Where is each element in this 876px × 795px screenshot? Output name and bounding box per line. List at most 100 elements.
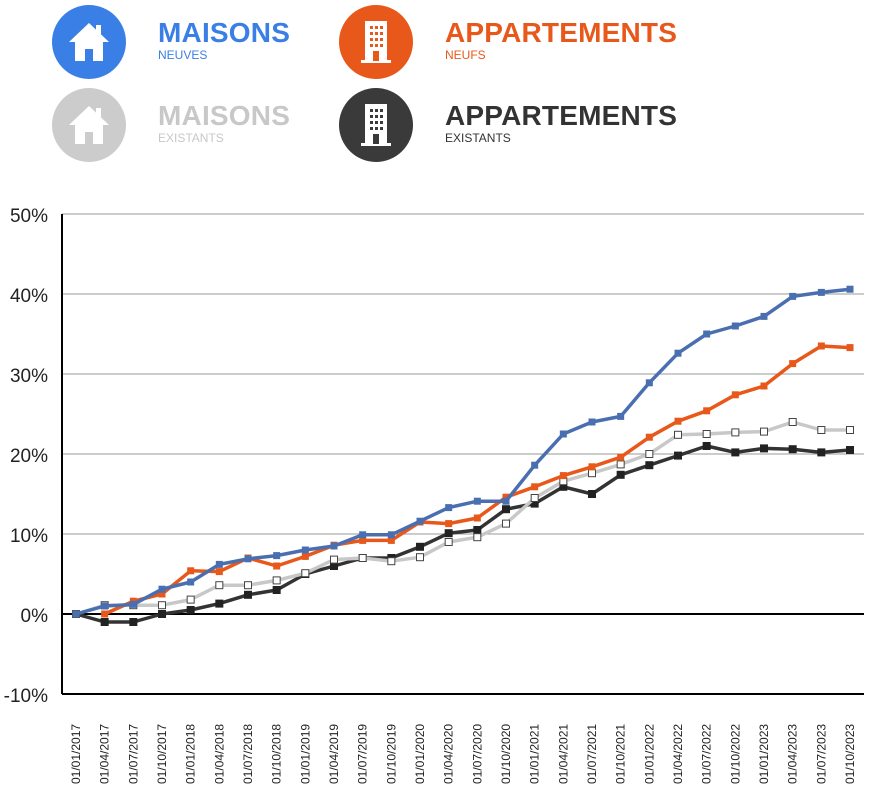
data-point bbox=[502, 493, 510, 501]
data-point bbox=[846, 446, 854, 454]
data-point bbox=[674, 451, 682, 460]
x-tick-label: 01/01/2021 bbox=[528, 724, 542, 784]
data-point bbox=[760, 382, 768, 390]
data-point bbox=[387, 536, 395, 544]
legend-title: APPARTEMENTS bbox=[445, 100, 678, 131]
data-point bbox=[473, 526, 482, 534]
data-point bbox=[846, 344, 854, 352]
series-line bbox=[75, 420, 850, 616]
data-point bbox=[674, 417, 682, 425]
data-point bbox=[616, 470, 625, 479]
data-point bbox=[817, 342, 825, 350]
data-point bbox=[273, 552, 281, 560]
data-point bbox=[645, 433, 653, 441]
y-tick-label: 50% bbox=[10, 206, 48, 227]
y-tick-label: 20% bbox=[10, 446, 48, 467]
data-point bbox=[186, 595, 195, 604]
data-point bbox=[187, 567, 195, 575]
data-point bbox=[416, 517, 424, 525]
data-point bbox=[531, 483, 539, 491]
data-point bbox=[444, 529, 453, 538]
x-tick-label: 01/10/2022 bbox=[728, 724, 742, 784]
data-point bbox=[617, 412, 625, 420]
legend-circle bbox=[339, 88, 413, 162]
data-point bbox=[502, 505, 510, 514]
data-point bbox=[588, 490, 596, 498]
data-point bbox=[358, 554, 367, 562]
data-point bbox=[588, 418, 596, 426]
data-point bbox=[215, 560, 223, 568]
data-point bbox=[817, 288, 825, 296]
x-tick-label: 01/07/2022 bbox=[700, 724, 714, 784]
data-point bbox=[215, 599, 224, 608]
house-icon bbox=[69, 106, 109, 144]
data-point bbox=[731, 391, 739, 399]
data-point bbox=[244, 555, 252, 563]
data-point bbox=[789, 360, 797, 368]
data-point bbox=[731, 448, 740, 457]
data-point bbox=[617, 453, 625, 461]
data-point bbox=[445, 520, 453, 528]
y-tick-label: -10% bbox=[4, 686, 48, 707]
x-tick-label: 01/01/2023 bbox=[757, 724, 771, 784]
data-point bbox=[531, 461, 539, 469]
x-tick-label: 01/04/2018 bbox=[212, 724, 226, 784]
legend-title: MAISONS bbox=[158, 100, 291, 131]
series-line bbox=[75, 287, 851, 616]
data-point bbox=[760, 427, 768, 436]
data-point bbox=[444, 538, 453, 546]
data-point bbox=[588, 463, 596, 471]
x-tick-label: 01/10/2018 bbox=[270, 724, 284, 784]
data-point bbox=[702, 430, 711, 438]
data-point bbox=[846, 426, 854, 434]
data-point bbox=[387, 531, 395, 539]
x-tick-label: 01/10/2019 bbox=[384, 724, 398, 784]
x-tick-label: 01/07/2023 bbox=[814, 724, 828, 784]
data-point bbox=[530, 494, 539, 502]
legend-subtitle: NEUVES bbox=[158, 48, 208, 62]
y-tick-label: 30% bbox=[10, 366, 48, 387]
x-tick-label: 01/01/2018 bbox=[184, 724, 198, 784]
x-tick-label: 01/10/2020 bbox=[499, 724, 513, 784]
data-point bbox=[301, 546, 309, 554]
data-point bbox=[473, 497, 481, 505]
y-tick-label: 10% bbox=[10, 526, 48, 547]
data-point bbox=[215, 568, 223, 576]
data-point bbox=[101, 602, 109, 610]
data-point bbox=[645, 461, 654, 470]
x-tick-label: 01/07/2019 bbox=[356, 724, 370, 784]
data-point bbox=[301, 569, 310, 578]
x-tick-label: 01/04/2019 bbox=[327, 724, 341, 784]
x-tick-label: 01/04/2022 bbox=[671, 724, 685, 784]
x-tick-label: 01/04/2020 bbox=[442, 724, 456, 784]
x-tick-label: 01/04/2023 bbox=[786, 724, 800, 784]
data-point bbox=[301, 552, 309, 560]
data-point bbox=[473, 533, 482, 542]
data-point bbox=[616, 460, 625, 469]
data-point bbox=[559, 472, 567, 480]
data-point bbox=[158, 585, 166, 593]
data-point bbox=[330, 555, 338, 564]
data-point bbox=[760, 312, 768, 320]
data-point bbox=[645, 450, 654, 458]
legend-circle bbox=[52, 88, 126, 162]
data-point bbox=[416, 542, 424, 551]
data-point bbox=[703, 407, 711, 415]
data-point bbox=[330, 542, 338, 550]
x-tick-label: 01/01/2017 bbox=[69, 724, 83, 784]
house-icon bbox=[69, 23, 109, 61]
data-point bbox=[273, 562, 281, 570]
x-tick-label: 01/01/2019 bbox=[298, 724, 312, 784]
x-tick-label: 01/10/2017 bbox=[155, 724, 169, 784]
legend-circle bbox=[52, 5, 126, 79]
data-point bbox=[788, 445, 797, 454]
data-point bbox=[674, 349, 682, 357]
legend-subtitle: EXISTANTS bbox=[158, 131, 224, 145]
data-point bbox=[244, 590, 252, 599]
legend-subtitle: NEUFS bbox=[445, 48, 486, 62]
legend-title: APPARTEMENTS bbox=[445, 17, 678, 48]
data-point bbox=[387, 557, 396, 566]
data-point bbox=[674, 430, 682, 439]
data-point bbox=[272, 586, 281, 594]
data-point bbox=[703, 330, 711, 338]
